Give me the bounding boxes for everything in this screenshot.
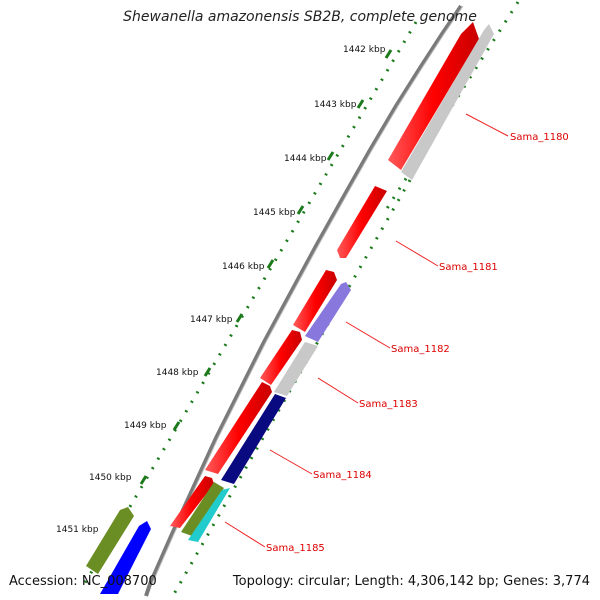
tick-labels: 1442 kbp 1443 kbp 1444 kbp 1445 kbp 1446… bbox=[56, 45, 386, 535]
tick-label-1450: 1450 kbp bbox=[89, 473, 132, 483]
cog-sama-1185-a[interactable] bbox=[181, 482, 224, 536]
tick-label-1451: 1451 kbp bbox=[56, 525, 99, 535]
inner-dotted-circle bbox=[80, 21, 418, 589]
cds-sama-1182-fwd[interactable] bbox=[293, 270, 337, 332]
tick-label-1446: 1446 kbp bbox=[222, 262, 265, 272]
gene-label-sama-1184[interactable]: Sama_1184 bbox=[313, 470, 372, 481]
cds-sama-1185-fwd[interactable] bbox=[170, 476, 214, 528]
tick-marks bbox=[107, 49, 393, 537]
cog-sama-1183[interactable] bbox=[274, 342, 318, 396]
cog-sama-1180[interactable] bbox=[401, 24, 494, 180]
tick-label-1448: 1448 kbp bbox=[156, 368, 199, 378]
backbone-highlight bbox=[151, 5, 464, 585]
cog-sama-1182[interactable] bbox=[305, 282, 351, 342]
tick-label-1449: 1449 kbp bbox=[124, 421, 167, 431]
leader-lines bbox=[224, 113, 509, 548]
tick-label-1445: 1445 kbp bbox=[253, 208, 296, 218]
cog-feature-olive[interactable] bbox=[86, 507, 134, 574]
cds-sama-1183-fwd[interactable] bbox=[260, 330, 302, 385]
cog-sama-1185-b[interactable] bbox=[188, 488, 230, 542]
tick-label-1442: 1442 kbp bbox=[343, 45, 386, 55]
gene-label-sama-1183[interactable]: Sama_1183 bbox=[359, 399, 418, 410]
accession-label: Accession: NC_008700 bbox=[9, 574, 157, 589]
cog-sama-1184[interactable] bbox=[221, 394, 286, 484]
outer-dotted-circle-lower bbox=[172, 179, 412, 595]
gene-labels: Sama_1180 Sama_1181 Sama_1182 Sama_1183 … bbox=[266, 132, 569, 554]
gene-label-sama-1180[interactable]: Sama_1180 bbox=[510, 132, 569, 143]
topology-label: Topology: circular; Length: 4,306,142 bp… bbox=[232, 574, 590, 589]
cds-sama-1180[interactable] bbox=[388, 22, 479, 170]
gene-label-sama-1181[interactable]: Sama_1181 bbox=[439, 262, 498, 273]
tick-label-1447: 1447 kbp bbox=[190, 315, 233, 325]
cog-feature-blue[interactable] bbox=[100, 521, 151, 594]
cds-sama-1184-fwd[interactable] bbox=[205, 382, 272, 474]
tick-label-1443: 1443 kbp bbox=[314, 100, 357, 110]
cds-sama-1181[interactable] bbox=[337, 186, 387, 258]
cds-forward-track bbox=[170, 22, 479, 528]
gene-label-sama-1185[interactable]: Sama_1185 bbox=[266, 543, 325, 554]
tick-label-1444: 1444 kbp bbox=[284, 154, 327, 164]
cog-track bbox=[86, 24, 494, 594]
gene-label-sama-1182[interactable]: Sama_1182 bbox=[391, 344, 450, 355]
map-title: Shewanella amazonensis SB2B, complete ge… bbox=[123, 9, 477, 25]
